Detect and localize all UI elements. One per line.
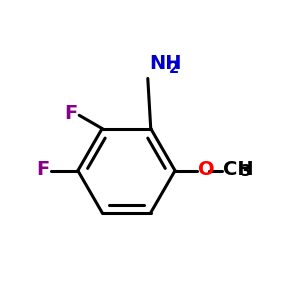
Text: F: F — [64, 104, 78, 123]
Text: 2: 2 — [169, 61, 179, 76]
Text: O: O — [198, 160, 214, 179]
Text: 3: 3 — [240, 164, 250, 179]
Text: NH: NH — [149, 54, 182, 73]
Text: F: F — [37, 160, 50, 178]
Text: CH: CH — [223, 160, 254, 179]
